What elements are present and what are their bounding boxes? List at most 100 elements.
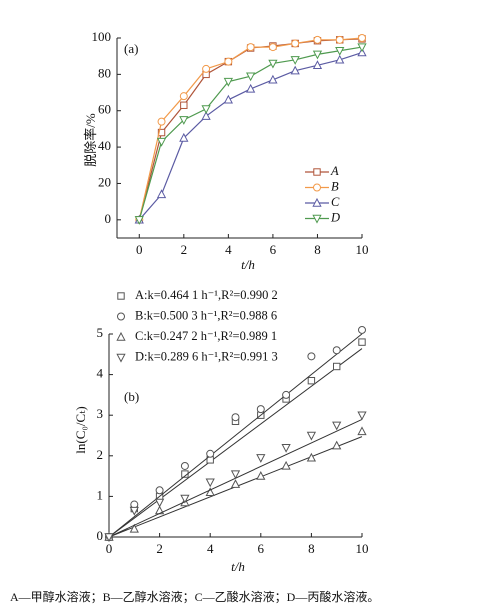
marker: [129, 523, 139, 533]
marker: [312, 50, 323, 60]
x-tick-label: 0: [136, 242, 143, 257]
marker: [290, 65, 300, 75]
marker: [312, 60, 323, 69]
fit-line: [108, 348, 363, 538]
marker: [306, 452, 317, 462]
marker: [179, 116, 189, 125]
y-tick-label: 5: [97, 325, 104, 340]
marker: [335, 47, 345, 56]
series-line: [138, 37, 363, 220]
marker: [104, 533, 114, 543]
marker: [268, 43, 277, 52]
marker: [281, 460, 291, 470]
fit-line: [108, 333, 363, 538]
x-axis-label: t/h: [241, 257, 255, 272]
marker: [205, 487, 215, 497]
marker: [157, 117, 166, 126]
marker: [256, 454, 266, 463]
marker: [307, 352, 316, 361]
marker: [268, 74, 278, 84]
marker: [116, 353, 126, 363]
marker: [224, 57, 233, 66]
y-tick-label: 0: [105, 211, 112, 226]
x-axis-label: t/h: [231, 559, 245, 574]
legend-label: C:k=0.247 2 h⁻¹,R²=0.989 1: [135, 329, 277, 343]
legend-label: C: [331, 195, 340, 209]
marker: [154, 498, 165, 508]
marker: [179, 132, 189, 142]
marker: [223, 94, 233, 104]
x-tick-label: 2: [156, 541, 163, 556]
marker: [246, 72, 256, 82]
marker: [291, 39, 300, 48]
marker: [312, 197, 322, 207]
marker: [230, 470, 241, 480]
y-tick-label: 0: [97, 528, 104, 543]
legend-label: D: [330, 210, 340, 224]
marker: [116, 331, 126, 341]
y-tick-label: 80: [98, 65, 111, 80]
marker: [230, 479, 241, 488]
marker: [357, 411, 367, 421]
marker: [332, 346, 341, 355]
marker: [358, 338, 366, 346]
series-line: [138, 38, 363, 220]
y-tick-label: 20: [98, 174, 111, 189]
marker: [307, 376, 316, 385]
marker: [332, 440, 342, 450]
marker: [306, 431, 317, 441]
footer: A—甲醇水溶液；B—乙醇水溶液；C—乙酸水溶液；D—丙酸水溶液。: [10, 589, 379, 604]
legend-label: B: [331, 179, 339, 193]
y-axis-label: 脱除率/%: [83, 113, 98, 167]
x-tick-label: 10: [356, 242, 369, 257]
marker: [201, 111, 211, 120]
y-axis-label: ln(C₀/Cₜ): [73, 406, 88, 453]
marker: [206, 449, 215, 458]
marker: [156, 189, 167, 199]
marker: [157, 128, 166, 137]
marker: [223, 77, 233, 87]
x-tick-label: 2: [181, 242, 188, 257]
marker: [332, 421, 342, 431]
y-tick-label: 60: [98, 102, 111, 117]
marker: [180, 461, 189, 470]
marker: [313, 168, 321, 176]
marker: [281, 443, 291, 453]
x-tick-label: 6: [270, 242, 277, 257]
legend-label: A:k=0.464 1 h⁻¹,R²=0.990 2: [135, 288, 278, 302]
marker: [333, 362, 341, 371]
marker: [335, 54, 345, 64]
marker: [357, 43, 367, 53]
marker: [282, 390, 291, 399]
marker: [180, 101, 188, 109]
marker: [117, 292, 125, 300]
marker: [313, 183, 321, 192]
marker: [201, 105, 211, 114]
marker: [202, 64, 211, 73]
marker: [205, 478, 215, 488]
marker: [231, 413, 240, 422]
y-tick-label: 100: [92, 29, 112, 44]
marker: [335, 35, 344, 44]
marker: [313, 35, 322, 44]
x-tick-label: 8: [314, 242, 321, 257]
annotation: (b): [124, 389, 139, 404]
y-tick-label: 2: [97, 447, 104, 462]
marker: [180, 494, 190, 504]
annotation: (a): [124, 41, 138, 56]
marker: [134, 216, 144, 225]
x-tick-label: 6: [258, 541, 265, 556]
marker: [358, 325, 366, 334]
y-tick-label: 1: [97, 487, 104, 502]
marker: [156, 137, 167, 147]
legend-label: D:k=0.289 6 h⁻¹,R²=0.991 3: [135, 349, 278, 363]
marker: [117, 312, 125, 321]
y-tick-label: 4: [97, 366, 104, 381]
legend-label: A: [330, 164, 339, 178]
x-tick-label: 0: [106, 541, 113, 556]
x-tick-label: 4: [225, 242, 232, 257]
marker: [246, 43, 255, 52]
marker: [179, 92, 188, 101]
marker: [268, 59, 278, 69]
